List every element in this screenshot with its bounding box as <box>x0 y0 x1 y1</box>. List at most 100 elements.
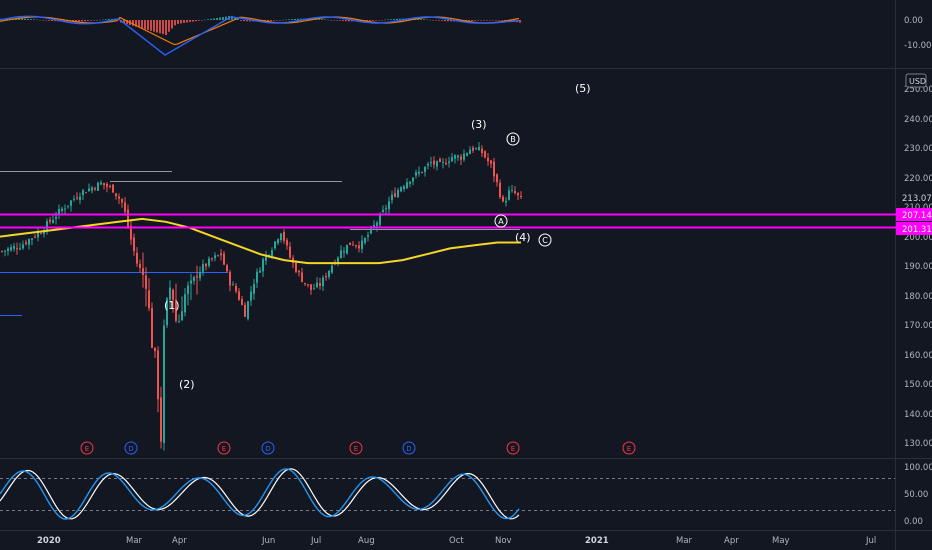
candle-body <box>259 270 261 273</box>
level-tag-207 <box>896 208 932 221</box>
macd-pane[interactable]: 0.00 -10.00 <box>0 15 931 56</box>
macd-histogram-bar <box>288 19 290 20</box>
price-axis-label: 170.00 <box>904 321 932 331</box>
candle-body <box>181 311 183 321</box>
macd-histogram-bar <box>201 20 203 21</box>
price-pane[interactable]: 250.00 240.00 230.00 220.00 210.00 200.0… <box>0 73 932 455</box>
candle-body <box>358 245 360 249</box>
candle-body <box>406 182 408 189</box>
macd-histogram-bar <box>198 20 200 21</box>
macd-histogram-bar <box>27 18 29 20</box>
candle-body <box>244 304 246 317</box>
candle-body <box>346 244 348 254</box>
candle-body <box>286 240 288 246</box>
event-markers[interactable]: E D E D E D E E <box>80 441 636 455</box>
macd-histogram-bar <box>48 20 50 21</box>
candle-body <box>70 200 72 206</box>
candle-body <box>454 155 456 159</box>
candle-body <box>421 171 423 173</box>
macd-histogram-bar <box>204 19 206 21</box>
candle-body <box>238 291 240 300</box>
macd-histogram-bar <box>150 20 152 31</box>
candle-body <box>364 237 366 243</box>
candle-body <box>76 197 78 199</box>
candle-body <box>4 250 6 252</box>
macd-line <box>0 15 520 56</box>
macd-histogram-bar <box>243 20 245 22</box>
candle-body <box>325 276 327 278</box>
macd-histogram-bar <box>291 19 293 20</box>
macd-histogram-bar <box>294 18 296 20</box>
macd-histogram-bar <box>102 19 104 21</box>
macd-histogram-bar <box>510 20 512 22</box>
macd-histogram-bar <box>330 19 332 21</box>
candle-body <box>25 242 27 245</box>
currency-label: USD <box>909 77 926 86</box>
level-label-207: 207.14 <box>902 211 932 221</box>
candle-body <box>298 271 300 273</box>
support-levels <box>0 213 900 229</box>
reference-lines <box>0 171 520 316</box>
macd-histogram-bar <box>369 20 371 22</box>
macd-histogram-bar <box>468 20 470 22</box>
macd-histogram-bar <box>387 19 389 20</box>
candle-body <box>175 299 177 321</box>
macd-histogram-bar <box>159 20 161 34</box>
currency-badge[interactable] <box>905 73 927 88</box>
time-axis-label: Nov <box>495 536 512 546</box>
macd-histogram-bar <box>345 20 347 22</box>
candle-body <box>271 250 273 256</box>
candle-body <box>85 192 87 194</box>
candle-body <box>166 298 168 326</box>
candle-body <box>235 285 237 292</box>
macd-histogram-bar <box>210 18 212 20</box>
time-axis-label: 2021 <box>585 536 609 546</box>
macd-histogram-bar <box>471 20 473 21</box>
wave-label-b: B <box>510 135 516 144</box>
candle-body <box>289 246 291 258</box>
macd-histogram-bar <box>372 20 374 21</box>
macd-histogram-bar <box>36 19 38 21</box>
macd-histogram-bar <box>480 20 482 21</box>
candle-body <box>106 184 108 187</box>
candle-body <box>265 255 267 261</box>
macd-histogram-bar <box>21 18 23 20</box>
macd-histogram-bar <box>444 20 446 22</box>
candle-body <box>256 271 258 283</box>
candle-body <box>37 232 39 238</box>
candle-body <box>316 282 318 288</box>
macd-histogram-bar <box>438 20 440 21</box>
candle-body <box>427 163 429 166</box>
candle-body <box>424 167 426 172</box>
macd-histogram-bar <box>297 18 299 20</box>
candle-body <box>352 244 354 246</box>
time-axis[interactable]: 2020 Mar Apr Jun Jul Aug Oct Nov 2021 Ma… <box>37 536 876 546</box>
macd-histogram-bar <box>492 20 494 21</box>
macd-histogram-bar <box>396 18 398 20</box>
candle-body <box>310 284 312 291</box>
candle-body <box>283 232 285 241</box>
macd-histogram-bar <box>141 20 143 29</box>
candle-body <box>121 198 123 203</box>
macd-histogram-bar <box>153 20 155 32</box>
candle-body <box>157 350 159 400</box>
candle-body <box>55 216 57 219</box>
macd-histogram-bar <box>144 20 146 30</box>
macd-histogram-bar <box>30 19 32 20</box>
candle-body <box>250 291 252 301</box>
candle-body <box>277 239 279 244</box>
macd-histogram-bar <box>180 20 182 24</box>
macd-histogram-bar <box>474 20 476 21</box>
candle-body <box>97 182 99 191</box>
stochastic-pane[interactable]: 100.00 50.00 0.00 <box>0 463 932 527</box>
candle-body <box>247 301 249 319</box>
macd-histogram-bar <box>111 18 113 20</box>
candle-body <box>388 201 390 210</box>
macd-histogram-bar <box>390 19 392 20</box>
macd-histogram-bar <box>105 19 107 20</box>
candle-body <box>196 276 198 278</box>
candle-body <box>130 225 132 240</box>
event-marker-label: D <box>128 445 133 453</box>
macd-histogram-bar <box>324 19 326 20</box>
wave-circle-a <box>494 214 508 228</box>
